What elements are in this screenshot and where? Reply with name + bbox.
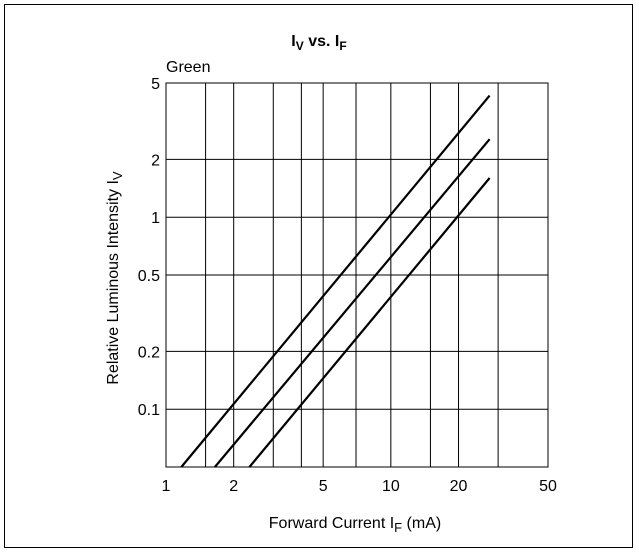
x-tick-label: 5	[319, 478, 328, 495]
y-axis-label: Relative Luminous Intensity IV	[105, 171, 125, 385]
x-tick-label: 20	[450, 478, 468, 495]
series-group	[180, 94, 491, 468]
y-tick-label: 5	[151, 76, 160, 93]
y-tick-label: 1	[151, 210, 160, 227]
grid	[165, 82, 549, 467]
x-axis-ticks: 1 2 5 10 20 50	[162, 478, 557, 495]
x-tick-label: 10	[382, 478, 400, 495]
x-axis-label: Forward Current IF (mA)	[269, 515, 441, 535]
x-tick-label: 1	[162, 478, 171, 495]
series-line-1	[180, 94, 491, 468]
y-tick-label: 0.2	[138, 344, 160, 361]
chart-title: IV vs. IF	[291, 33, 346, 53]
x-tick-label: 50	[539, 478, 557, 495]
x-tick-label: 2	[229, 478, 238, 495]
series-line-2	[214, 138, 491, 468]
y-axis-ticks: 0.1 0.2 0.5 1 2 5	[138, 76, 160, 419]
chart-frame	[4, 4, 633, 548]
series-line-3	[248, 177, 491, 468]
y-tick-label: 2	[151, 152, 160, 169]
plot-area	[165, 82, 549, 468]
y-tick-label: 0.5	[138, 268, 160, 285]
y-tick-label: 0.1	[138, 402, 160, 419]
chart-annotation: Green	[166, 59, 210, 76]
